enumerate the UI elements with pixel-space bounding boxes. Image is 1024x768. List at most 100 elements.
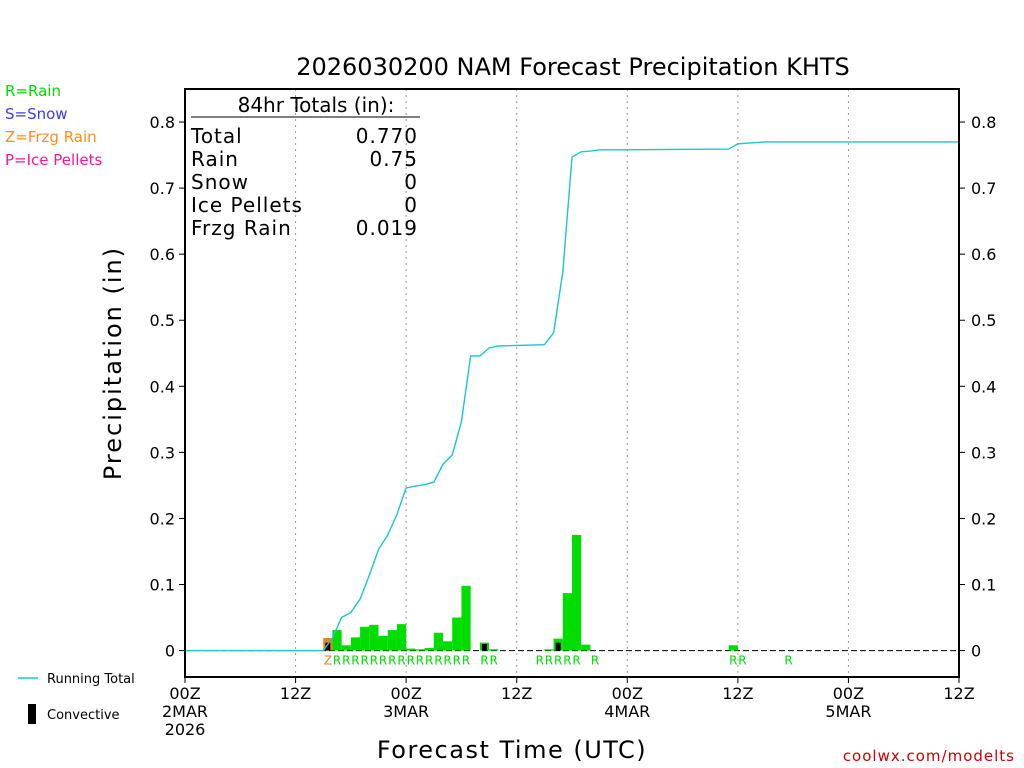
precip-type-legend: R=Rain S=Snow Z=Frzg Rain P=Ice Pellets [5,82,102,169]
ptype-marker: R [416,654,424,668]
ptype-marker: Z [324,654,332,668]
totals-row-value: 0 [404,193,418,217]
x-tick-label: 00Z [390,684,421,703]
y-tick-label-right: 0.4 [971,377,996,396]
convective-bar [325,642,331,651]
plot-frame [184,88,960,678]
convective-bar [481,643,487,651]
x-tick-label: 12Z [722,684,753,703]
x-tick-label: 3MAR [383,702,429,721]
x-tick-label: 12Z [501,684,532,703]
x-tick-label: 2MAR [162,702,208,721]
grid-lines [295,89,849,677]
precip-bar [341,645,351,651]
x-tick-label: 4MAR [604,702,650,721]
precip-bar [424,647,434,651]
totals-row-label: Total [190,124,243,148]
x-tick-label: 12Z [280,684,311,703]
precip-type-legend-entry: R=Rain [5,82,61,100]
ptype-marker: R [536,654,544,668]
y-tick-label: 0 [165,642,175,661]
y-tick-label-right: 0.3 [971,443,996,462]
x-tick-label: 12Z [943,684,974,703]
ptype-marker: R [397,654,405,668]
precip-bar [406,648,416,651]
ptype-marker: R [572,654,580,668]
y-tick-label-right: 0.1 [971,576,996,595]
totals-row-value: 0.75 [369,147,418,171]
totals-heading: 84hr Totals (in): [238,93,395,117]
convective-bars [325,642,561,651]
ptype-marker: R [480,654,488,668]
precip-bar [387,630,397,651]
y-axis-left: 0 0.1 0.2 0.3 0.4 0.5 0.6 0.7 0.8 [150,113,185,661]
precip-type-legend-entry: S=Snow [5,105,68,123]
x-axis-title: Forecast Time (UTC) [377,736,647,764]
ptype-marker: R [545,654,553,668]
y-tick-label-right: 0.5 [971,311,996,330]
ptype-marker: R [563,654,571,668]
ptype-marker: R [738,654,746,668]
series-legend: Running Total Convective [18,672,135,724]
ptype-marker: R [554,654,562,668]
y-tick-label: 0.6 [150,245,175,264]
totals-rows: Total 0.770 Rain 0.75 Snow 0 Ice Pellets 0 Frzg … [190,124,418,240]
y-tick-label-right: 0.2 [971,509,996,528]
precip-bar [350,637,361,651]
precip-bar [452,617,462,651]
y-tick-label: 0.4 [150,377,175,396]
x-tick-label: 00Z [612,684,643,703]
ptype-marker: R [379,654,387,668]
running-total-line [185,141,959,652]
x-tick-label: 2026 [165,720,206,739]
totals-row-label: Ice Pellets [191,193,303,217]
ptype-marker: R [342,654,350,668]
precip-bar [433,632,443,651]
precip-bar [461,585,471,651]
precip-bar [369,624,379,651]
x-tick-label: 00Z [169,684,200,703]
precip-bar [415,649,425,651]
ptype-marker: R [361,654,369,668]
convective-bar [555,642,561,651]
ptype-marker: R [388,654,396,668]
ptype-marker: R [729,654,737,668]
y-tick-label: 0.2 [150,509,175,528]
credit-link: coolwx.com/modelts [843,747,1015,765]
ptype-marker: R [443,654,451,668]
y-tick-label-right: 0.8 [971,113,996,132]
totals-row-label: Rain [191,147,239,171]
legend-entry-label: Convective [47,708,120,723]
legend-bar-swatch [28,704,36,724]
ptype-marker: R [407,654,415,668]
y-tick-label-right: 0.6 [971,245,996,264]
ptype-marker: R [591,654,599,668]
precip-bar [378,636,388,651]
y-tick-label: 0.3 [150,443,175,462]
precip-bar [572,534,582,651]
precip-bar [396,624,407,651]
precip-bar [544,649,554,651]
y-tick-label: 0.5 [150,311,175,330]
chart-title: 2026030200 NAM Forecast Precipitation KH… [296,53,850,81]
precip-bar [581,644,591,651]
ptype-marker: R [434,654,442,668]
precip-bar [360,626,370,651]
y-tick-label-right: 0.7 [971,179,996,198]
precip-bar [443,641,453,651]
y-tick-label: 0.7 [150,179,175,198]
legend-entry-label: Running Total [47,672,135,687]
precip-type-legend-entry: Z=Frzg Rain [5,128,97,146]
totals-row-value: 0.770 [356,124,418,148]
y-axis-right: 0 0.1 0.2 0.3 0.4 0.5 0.6 0.7 0.8 [959,113,996,661]
totals-row-label: Frzg Rain [191,216,292,240]
precip-bar [562,593,572,651]
ptype-marker: R [351,654,359,668]
ptype-marker: R [425,654,433,668]
precip-bar [489,649,499,651]
y-tick-label: 0.1 [150,576,175,595]
